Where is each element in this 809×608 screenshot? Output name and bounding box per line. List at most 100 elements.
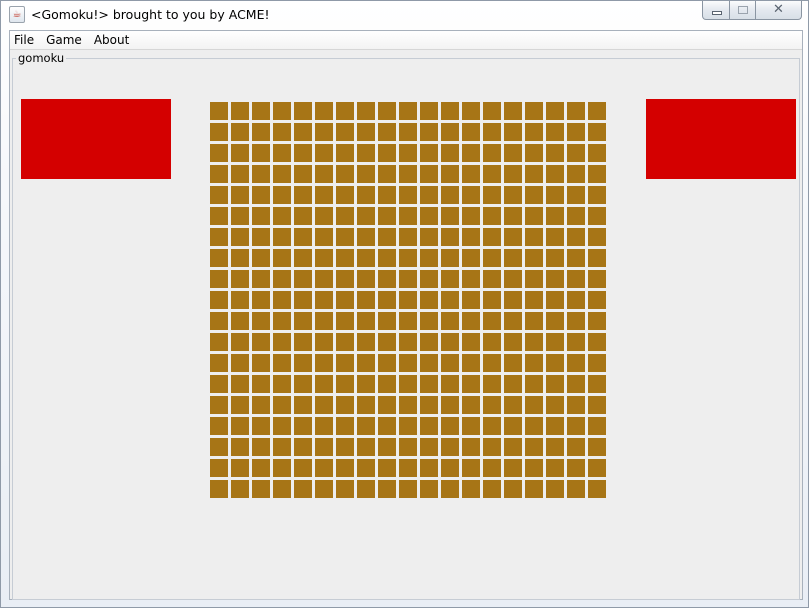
- close-button[interactable]: ✕: [756, 1, 802, 20]
- board-cell[interactable]: [399, 291, 417, 309]
- title-bar[interactable]: ☕ <Gomoku!> brought to you by ACME! ✕: [1, 1, 808, 29]
- board-cell[interactable]: [546, 249, 564, 267]
- board-cell[interactable]: [567, 312, 585, 330]
- board-cell[interactable]: [252, 270, 270, 288]
- board-cell[interactable]: [525, 354, 543, 372]
- board-cell[interactable]: [210, 249, 228, 267]
- board-cell[interactable]: [483, 102, 501, 120]
- board-cell[interactable]: [504, 354, 522, 372]
- board-cell[interactable]: [378, 186, 396, 204]
- board-cell[interactable]: [378, 291, 396, 309]
- board-cell[interactable]: [399, 333, 417, 351]
- board-cell[interactable]: [588, 375, 606, 393]
- board-cell[interactable]: [441, 480, 459, 498]
- board-cell[interactable]: [294, 375, 312, 393]
- board-cell[interactable]: [252, 228, 270, 246]
- board-cell[interactable]: [588, 270, 606, 288]
- board-cell[interactable]: [546, 123, 564, 141]
- board-cell[interactable]: [273, 354, 291, 372]
- board-cell[interactable]: [546, 144, 564, 162]
- board-cell[interactable]: [420, 102, 438, 120]
- board-cell[interactable]: [504, 249, 522, 267]
- board-cell[interactable]: [336, 396, 354, 414]
- board-cell[interactable]: [546, 480, 564, 498]
- board-cell[interactable]: [210, 417, 228, 435]
- board-cell[interactable]: [231, 186, 249, 204]
- board-cell[interactable]: [231, 417, 249, 435]
- board-cell[interactable]: [588, 291, 606, 309]
- board-cell[interactable]: [357, 291, 375, 309]
- board-cell[interactable]: [420, 375, 438, 393]
- board-cell[interactable]: [399, 144, 417, 162]
- board-cell[interactable]: [483, 249, 501, 267]
- board-cell[interactable]: [546, 438, 564, 456]
- board-cell[interactable]: [231, 480, 249, 498]
- board-cell[interactable]: [420, 228, 438, 246]
- board-cell[interactable]: [420, 459, 438, 477]
- board-cell[interactable]: [294, 123, 312, 141]
- board-cell[interactable]: [378, 228, 396, 246]
- board-cell[interactable]: [336, 165, 354, 183]
- board-cell[interactable]: [357, 312, 375, 330]
- board-cell[interactable]: [504, 291, 522, 309]
- board-cell[interactable]: [483, 144, 501, 162]
- board-cell[interactable]: [588, 438, 606, 456]
- board-cell[interactable]: [357, 438, 375, 456]
- board-cell[interactable]: [357, 228, 375, 246]
- board-cell[interactable]: [483, 459, 501, 477]
- board-cell[interactable]: [588, 333, 606, 351]
- board-cell[interactable]: [441, 165, 459, 183]
- board-cell[interactable]: [462, 144, 480, 162]
- board-cell[interactable]: [315, 123, 333, 141]
- board-cell[interactable]: [525, 333, 543, 351]
- board-cell[interactable]: [252, 312, 270, 330]
- board-cell[interactable]: [315, 438, 333, 456]
- board-cell[interactable]: [399, 186, 417, 204]
- board-cell[interactable]: [420, 312, 438, 330]
- board-cell[interactable]: [525, 375, 543, 393]
- board-cell[interactable]: [399, 207, 417, 225]
- board-cell[interactable]: [420, 165, 438, 183]
- board-cell[interactable]: [567, 417, 585, 435]
- board-cell[interactable]: [336, 417, 354, 435]
- board-cell[interactable]: [336, 333, 354, 351]
- board-cell[interactable]: [315, 186, 333, 204]
- board-cell[interactable]: [273, 228, 291, 246]
- board-cell[interactable]: [399, 375, 417, 393]
- board-cell[interactable]: [273, 270, 291, 288]
- board-cell[interactable]: [378, 438, 396, 456]
- board-cell[interactable]: [252, 207, 270, 225]
- board-cell[interactable]: [357, 102, 375, 120]
- board-cell[interactable]: [462, 102, 480, 120]
- board-cell[interactable]: [294, 438, 312, 456]
- board-cell[interactable]: [378, 312, 396, 330]
- board-cell[interactable]: [357, 186, 375, 204]
- board-cell[interactable]: [483, 417, 501, 435]
- board-cell[interactable]: [588, 354, 606, 372]
- board-cell[interactable]: [294, 354, 312, 372]
- board-cell[interactable]: [483, 207, 501, 225]
- board-cell[interactable]: [588, 123, 606, 141]
- board-cell[interactable]: [252, 480, 270, 498]
- menu-game[interactable]: Game: [46, 33, 82, 47]
- board-cell[interactable]: [231, 102, 249, 120]
- board-cell[interactable]: [294, 249, 312, 267]
- board-cell[interactable]: [273, 123, 291, 141]
- board-cell[interactable]: [462, 480, 480, 498]
- board-cell[interactable]: [441, 102, 459, 120]
- board-cell[interactable]: [567, 249, 585, 267]
- board-cell[interactable]: [462, 249, 480, 267]
- board-cell[interactable]: [378, 249, 396, 267]
- board-cell[interactable]: [378, 165, 396, 183]
- board-cell[interactable]: [525, 291, 543, 309]
- board-cell[interactable]: [420, 438, 438, 456]
- board-cell[interactable]: [273, 186, 291, 204]
- board-cell[interactable]: [357, 165, 375, 183]
- board-cell[interactable]: [294, 228, 312, 246]
- board-cell[interactable]: [441, 291, 459, 309]
- board-cell[interactable]: [483, 480, 501, 498]
- board-cell[interactable]: [462, 270, 480, 288]
- board-cell[interactable]: [399, 228, 417, 246]
- board-cell[interactable]: [546, 312, 564, 330]
- board-cell[interactable]: [420, 417, 438, 435]
